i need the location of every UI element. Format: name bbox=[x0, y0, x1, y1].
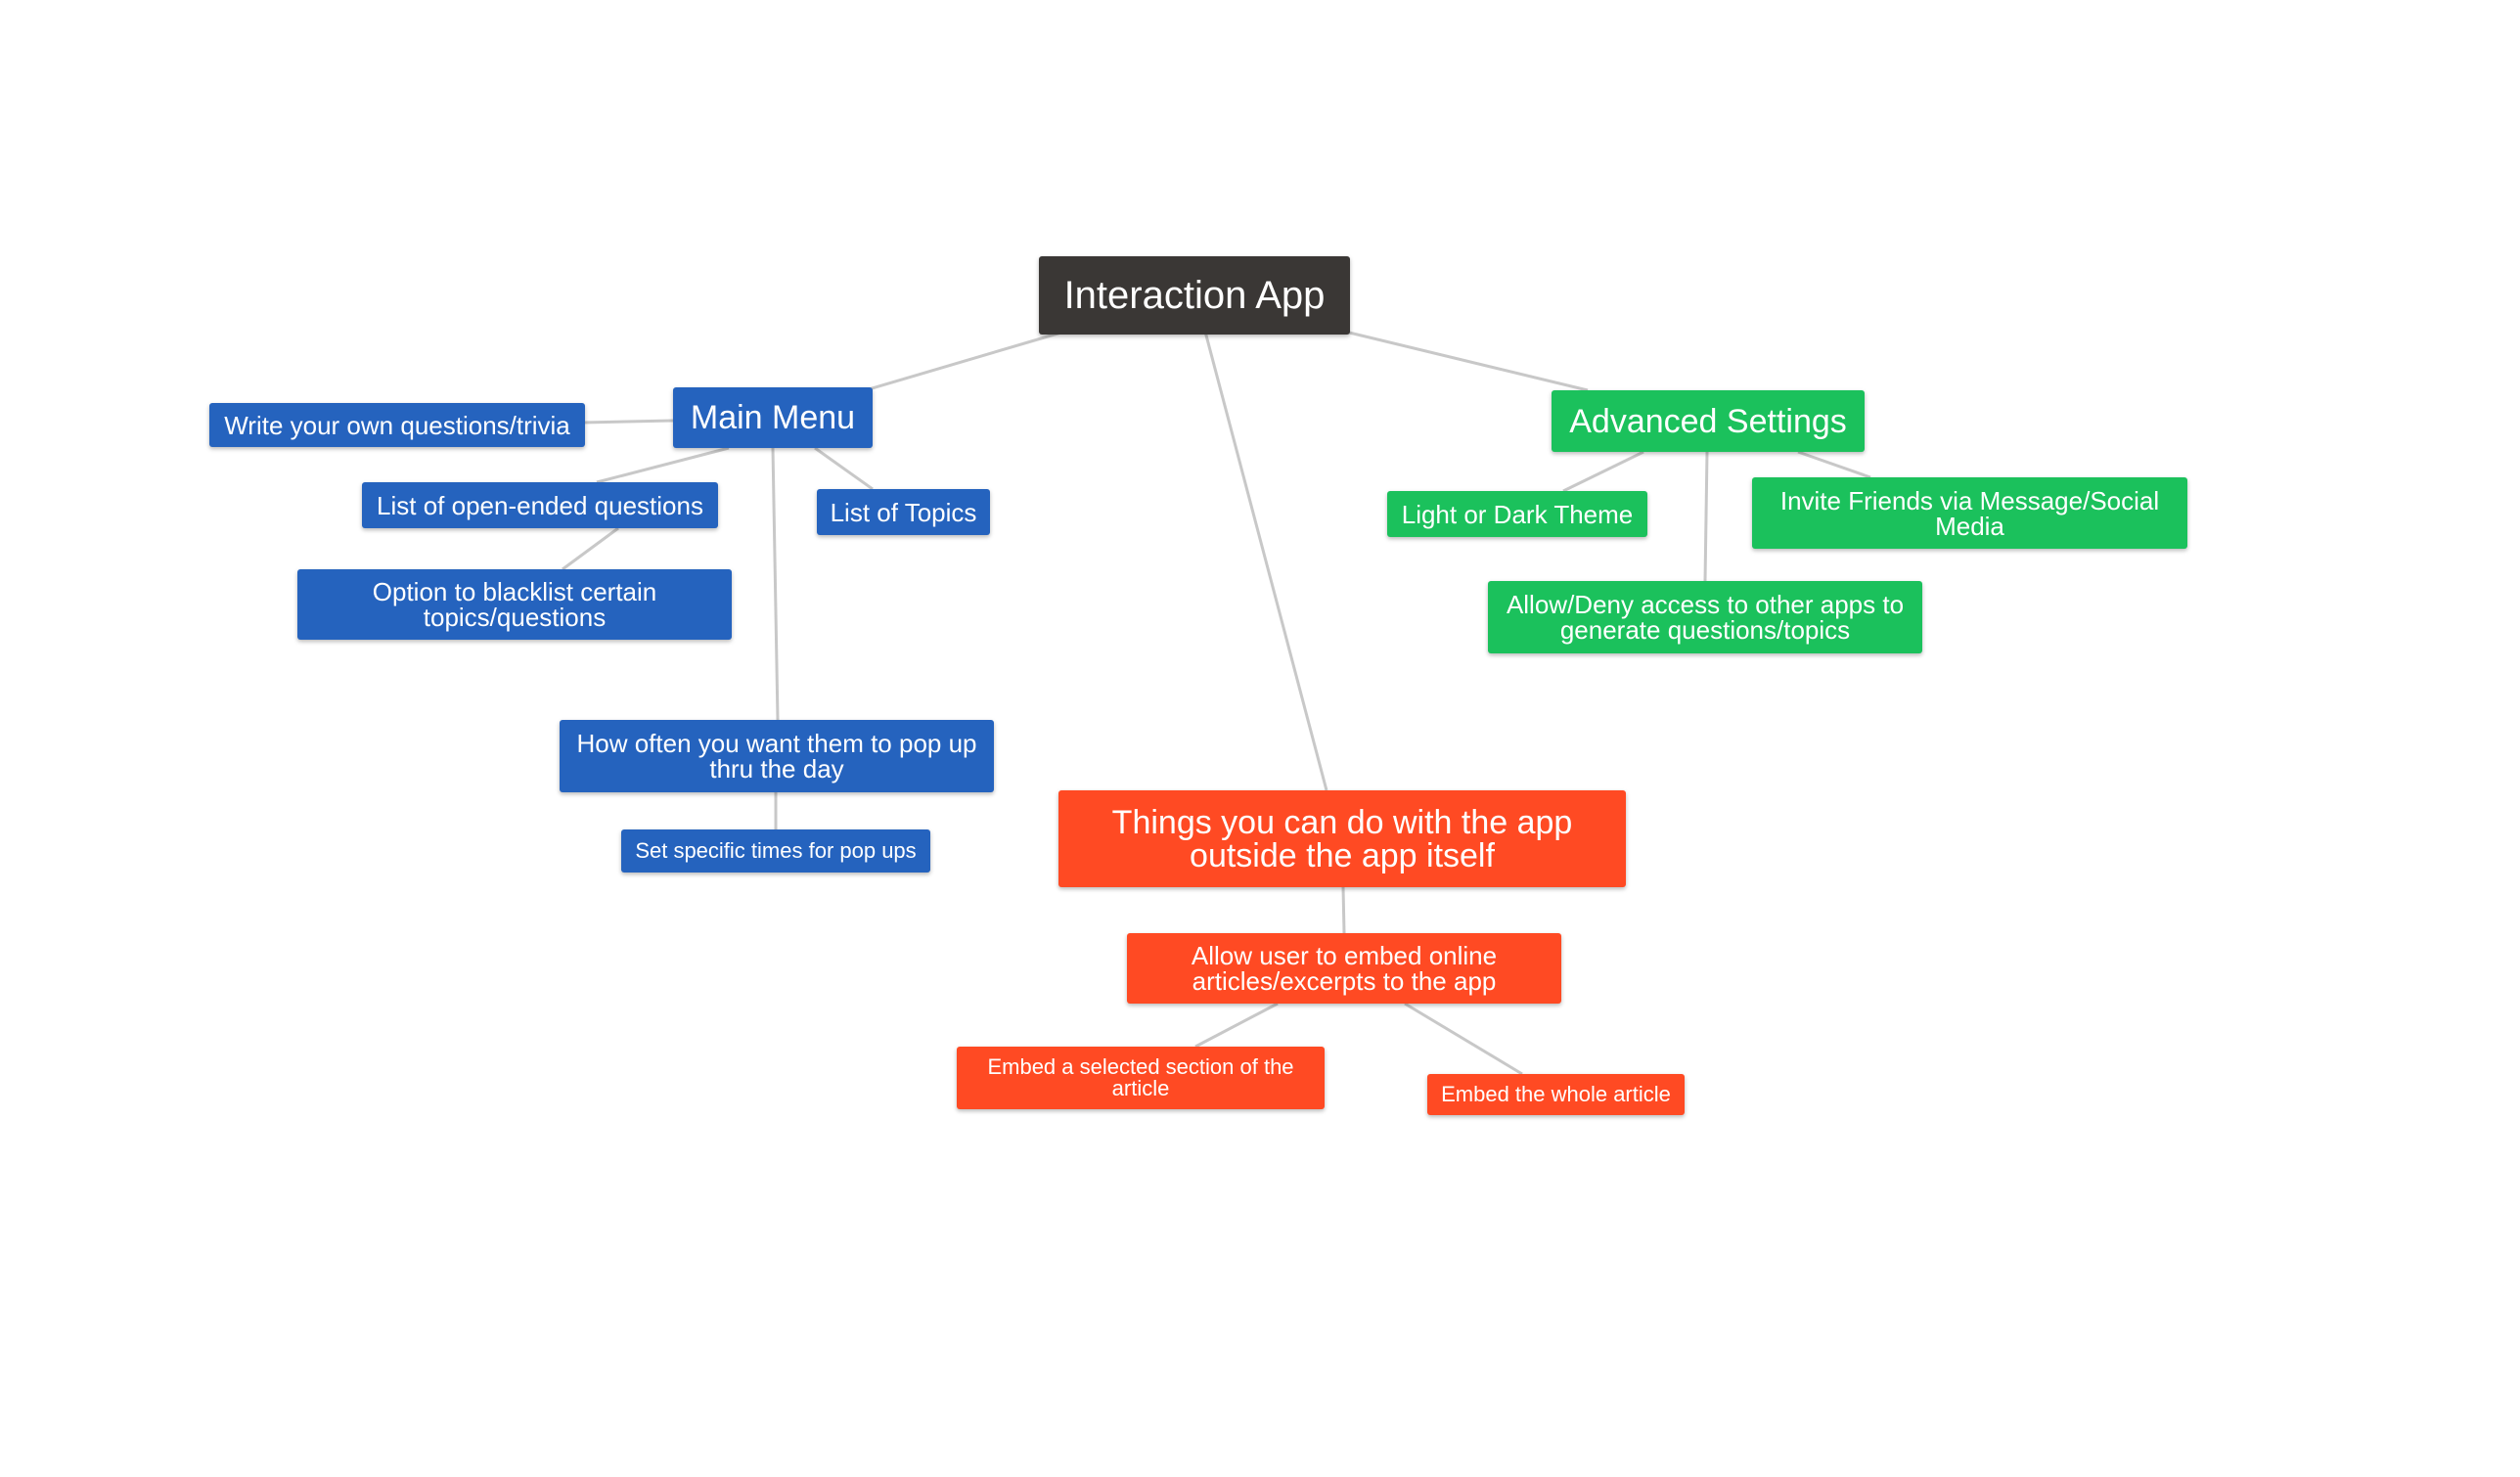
advanced-settings-node[interactable]: Advanced Settings bbox=[1552, 390, 1865, 452]
link-root-advanced-settings bbox=[1344, 330, 1589, 392]
list-of-topics-node[interactable]: List of Topics bbox=[817, 489, 990, 535]
root-node[interactable]: Interaction App bbox=[1039, 256, 1350, 335]
link-main-menu-write-own bbox=[582, 419, 674, 425]
link-main-menu-list-topics bbox=[814, 446, 874, 491]
link-advanced-invite bbox=[1797, 450, 1871, 479]
open-ended-questions-node[interactable]: List of open-ended questions bbox=[362, 482, 718, 528]
link-root-outside-app bbox=[1203, 331, 1328, 791]
link-open-ended-blacklist bbox=[562, 526, 619, 571]
theme-node[interactable]: Light or Dark Theme bbox=[1387, 491, 1647, 537]
embed-articles-node[interactable]: Allow user to embed online articles/exce… bbox=[1127, 933, 1561, 1004]
pop-up-frequency-node[interactable]: How often you want them to pop up thru t… bbox=[560, 720, 994, 792]
embed-section-node[interactable]: Embed a selected section of the article bbox=[957, 1047, 1325, 1109]
link-advanced-theme bbox=[1562, 450, 1644, 493]
specific-times-node[interactable]: Set specific times for pop ups bbox=[621, 829, 930, 873]
link-main-menu-how-often bbox=[771, 447, 780, 721]
invite-friends-node[interactable]: Invite Friends via Message/Social Media bbox=[1752, 477, 2187, 549]
write-own-questions-node[interactable]: Write your own questions/trivia bbox=[209, 403, 585, 447]
embed-whole-article-node[interactable]: Embed the whole article bbox=[1427, 1074, 1685, 1115]
link-main-menu-open-ended bbox=[596, 446, 730, 484]
main-menu-node[interactable]: Main Menu bbox=[673, 387, 873, 448]
link-embed-online-whole bbox=[1404, 1002, 1523, 1076]
app-access-node[interactable]: Allow/Deny access to other apps to gener… bbox=[1488, 581, 1922, 653]
link-advanced-allow-deny bbox=[1703, 451, 1709, 582]
outside-app-node[interactable]: Things you can do with the app outside t… bbox=[1058, 790, 1626, 887]
link-root-main-menu bbox=[868, 330, 1065, 391]
link-embed-online-section bbox=[1194, 1002, 1279, 1049]
blacklist-option-node[interactable]: Option to blacklist certain topics/quest… bbox=[297, 569, 732, 640]
link-outside-embed-online bbox=[1341, 886, 1346, 934]
